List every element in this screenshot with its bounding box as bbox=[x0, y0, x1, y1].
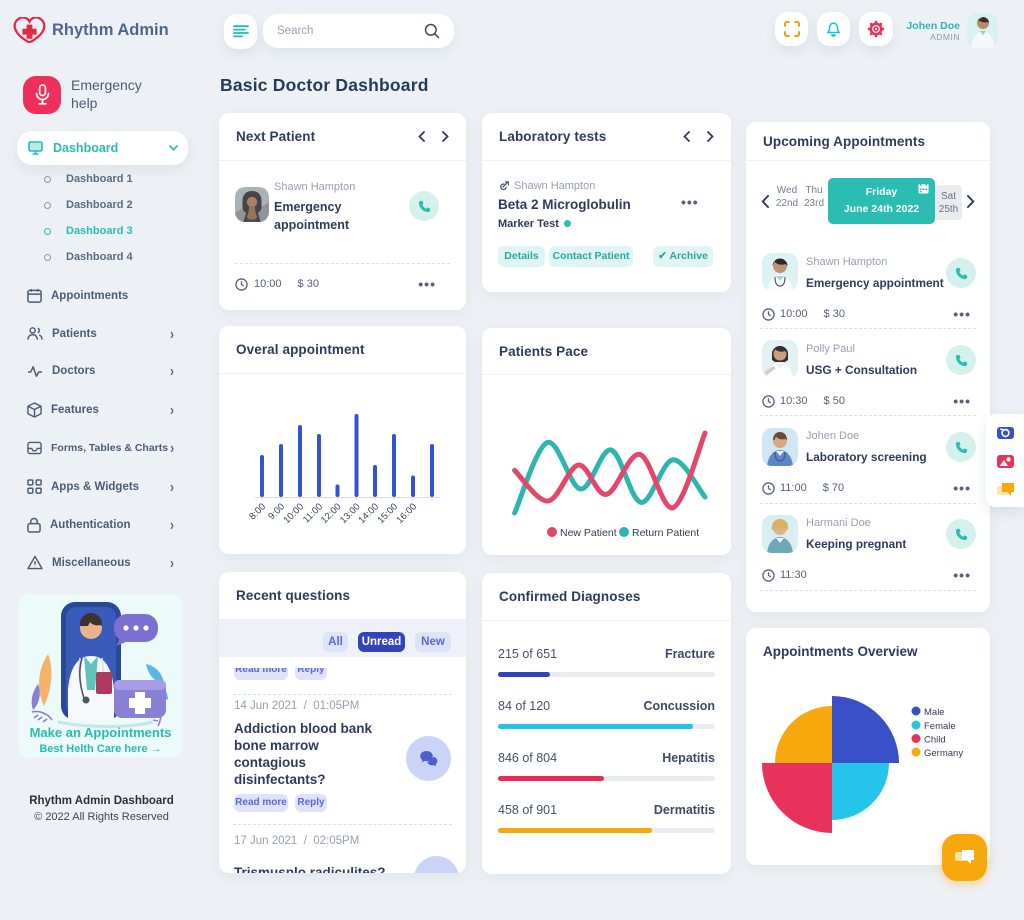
svg-text:Germany: Germany bbox=[924, 748, 963, 759]
svg-text:Male: Male bbox=[924, 707, 945, 718]
svg-text:8:00: 8:00 bbox=[247, 501, 268, 522]
svg-text:10:00: 10:00 bbox=[282, 501, 307, 526]
svg-text:15:00: 15:00 bbox=[376, 501, 401, 526]
svg-text:Return Patient: Return Patient bbox=[632, 527, 699, 539]
svg-text:16:00: 16:00 bbox=[395, 501, 420, 526]
svg-text:13:00: 13:00 bbox=[338, 501, 363, 526]
svg-text:Female: Female bbox=[924, 721, 956, 732]
svg-text:14:00: 14:00 bbox=[357, 501, 382, 526]
svg-text:New Patient: New Patient bbox=[560, 527, 617, 539]
svg-text:12:00: 12:00 bbox=[319, 501, 344, 526]
svg-text:Child: Child bbox=[924, 735, 946, 746]
